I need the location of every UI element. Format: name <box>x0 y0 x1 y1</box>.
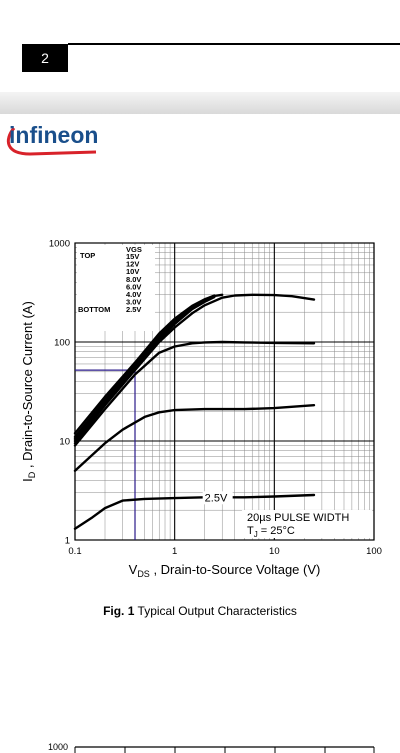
header-gray-band <box>0 92 400 114</box>
next-chart-y-tick-label: 1000 <box>48 742 68 752</box>
infineon-logo: infineon <box>6 122 98 156</box>
legend-top-label: TOP <box>80 251 95 260</box>
legend-entry: 12V <box>126 260 139 269</box>
series-line-5 <box>73 293 316 445</box>
legend-entry: 2.5V <box>126 305 141 314</box>
x-tick-label: 100 <box>366 546 382 557</box>
y-tick-label: 1000 <box>49 239 70 250</box>
y-tick-label: 1 <box>65 536 70 547</box>
y-axis-subscript: D <box>27 471 37 478</box>
series-layer <box>73 293 316 530</box>
x-tick-labels: 0.1 1 10 100 <box>68 546 382 557</box>
temperature-annotation: TJ = 25°C <box>247 525 295 539</box>
x-axis-symbol: V <box>129 562 138 577</box>
legend-entry: 4.0V <box>126 290 141 299</box>
temp-subscript: J <box>254 530 258 539</box>
x-axis-title: , Drain-to-Source Voltage (V) <box>150 562 321 577</box>
x-tick-label: 1 <box>172 546 177 557</box>
logo-text: infineon <box>9 122 98 148</box>
y-tick-label: 100 <box>54 338 70 349</box>
legend-entry: 15V <box>126 252 139 261</box>
series-line-7 <box>73 404 316 472</box>
y-tick-labels: 1 10 100 1000 <box>49 239 70 547</box>
legend: VGS TOP BOTTOM 15V12V10V8.0V6.0V4.0V3.0V… <box>77 245 155 331</box>
x-axis-label: VDS , Drain-to-Source Voltage (V) <box>129 562 321 579</box>
curve-label-2-5v: 2.5V <box>205 492 228 504</box>
next-chart-top: 1000 <box>48 742 375 753</box>
legend-header: VGS <box>126 245 142 254</box>
logo-swoosh <box>6 127 97 156</box>
y-axis-title: , Drain-to-Source Current (A) <box>20 301 35 472</box>
operating-point-marker <box>75 369 136 540</box>
legend-bottom-label: BOTTOM <box>78 305 110 314</box>
legend-entry: 8.0V <box>126 275 141 284</box>
x-tick-label: 10 <box>269 546 280 557</box>
pulse-width-annotation: 20µs PULSE WIDTH <box>247 512 349 524</box>
x-tick-label: 0.1 <box>68 546 81 557</box>
y-axis-label: ID , Drain-to-Source Current (A) <box>20 301 37 482</box>
x-axis-subscript: DS <box>137 569 150 579</box>
y-tick-label: 10 <box>59 437 70 448</box>
figure-title: Typical Output Characteristics <box>134 604 297 618</box>
curve-label-background <box>202 491 233 505</box>
next-chart-gridlines <box>74 746 375 753</box>
header-rule <box>68 43 400 45</box>
legend-entry: 6.0V <box>126 282 141 291</box>
figure-caption: Fig. 1 Typical Output Characteristics <box>0 604 400 618</box>
legend-entry: 3.0V <box>126 298 141 307</box>
y-axis-symbol: I <box>20 478 35 482</box>
temp-value: = 25°C <box>258 525 295 537</box>
figure-number: Fig. 1 <box>103 604 135 618</box>
plot-frame <box>74 242 375 541</box>
legend-background <box>77 245 155 331</box>
page-number-badge: 2 <box>22 44 68 72</box>
temp-symbol: T <box>247 525 254 537</box>
brand-logo: infineon <box>0 114 400 160</box>
annotation-background <box>242 510 372 538</box>
legend-entry: 10V <box>126 267 139 276</box>
series-line-8 <box>73 493 316 530</box>
series-line-6 <box>73 340 316 447</box>
page-number: 2 <box>41 50 49 66</box>
